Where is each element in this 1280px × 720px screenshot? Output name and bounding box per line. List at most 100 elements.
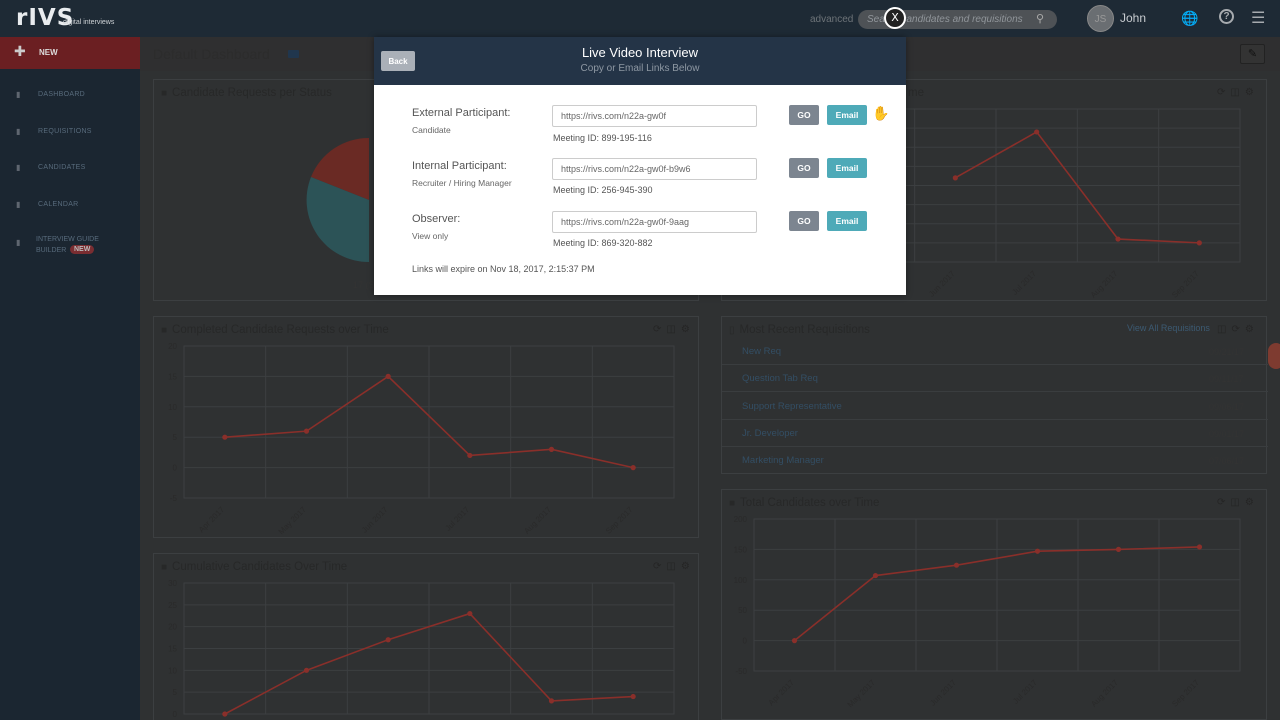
refresh-icon[interactable]: ⟳: [1217, 497, 1226, 508]
data-point[interactable]: [1034, 129, 1040, 135]
observer-go-button[interactable]: GO: [789, 211, 819, 231]
panel-title-text: Cumulative Candidates Over Time: [172, 561, 348, 573]
view-all-requisitions-link[interactable]: View All Requisitions: [1127, 323, 1210, 333]
observer-meeting-id: Meeting ID: 869-320-882: [553, 238, 653, 248]
gear-icon[interactable]: ⚙: [1244, 324, 1254, 335]
gear-icon[interactable]: ⚙: [680, 561, 690, 572]
y-tick-label: 10: [168, 666, 177, 675]
data-point[interactable]: [1196, 544, 1203, 550]
data-point[interactable]: [303, 428, 310, 434]
data-point[interactable]: [222, 711, 228, 717]
gear-icon[interactable]: ⚙: [1244, 87, 1254, 98]
internal-link-field[interactable]: [552, 158, 757, 180]
copy-icon[interactable]: ◫: [1217, 324, 1227, 335]
line-chart: 200 150 100 50 0 -50 Apr 2017 May 2017 Jun 2017 J…: [734, 515, 1241, 709]
modal-close-button[interactable]: X: [884, 7, 906, 29]
edit-dashboard-button[interactable]: ✎: [1240, 44, 1265, 64]
logo[interactable]: rIVS: [16, 5, 75, 31]
requisition-link[interactable]: Jr. Developer: [742, 427, 798, 439]
feedback-tab[interactable]: [1268, 343, 1280, 369]
panel-title-text: me: [908, 87, 924, 99]
data-point[interactable]: [1196, 240, 1202, 246]
sidebar-item-interview-guide-builder[interactable]: ▮ INTERVIEW GUIDE BUILDER NEW: [0, 234, 140, 264]
logo-subtitle: digital interviews: [63, 19, 115, 26]
globe-icon[interactable]: 🌐: [1181, 10, 1199, 26]
data-point[interactable]: [872, 572, 879, 579]
search-input[interactable]: [858, 10, 1057, 29]
sidebar-item-label: CALENDAR: [38, 201, 79, 208]
document-icon: ▮: [16, 127, 21, 136]
requisition-link[interactable]: Support Representative: [742, 400, 842, 412]
observer-email-button[interactable]: Email: [827, 211, 867, 231]
requisition-date: 09/01/17: [1209, 428, 1245, 439]
new-button[interactable]: ✚ NEW: [0, 37, 140, 69]
internal-email-button[interactable]: Email: [827, 158, 867, 178]
data-point[interactable]: [952, 175, 958, 181]
refresh-icon[interactable]: ⟳: [1231, 324, 1240, 335]
series-line: [224, 612, 634, 715]
y-tick-label: 100: [734, 576, 748, 585]
sidebar-item-label: INTERVIEW GUIDE: [36, 236, 99, 243]
refresh-icon[interactable]: ⟳: [653, 324, 662, 335]
gear-icon[interactable]: ⚙: [1244, 497, 1254, 508]
advanced-search-link[interactable]: advanced: [810, 14, 854, 25]
sidebar-item-dashboard[interactable]: ▮ DASHBOARD: [0, 87, 140, 107]
sidebar-item-candidates[interactable]: ▮ CANDIDATES: [0, 160, 140, 180]
users-icon: ■: [161, 88, 168, 99]
sidebar-item-calendar[interactable]: ▮ CALENDAR: [0, 197, 140, 217]
panel-title: ■ Cumulative Candidates Over Time: [161, 561, 347, 573]
data-point[interactable]: [385, 373, 391, 379]
refresh-icon[interactable]: ⟳: [653, 561, 662, 572]
sidebar-item-requisitions[interactable]: ▮ REQUISITIONS: [0, 124, 140, 144]
user-name[interactable]: John: [1120, 11, 1147, 25]
external-link-field[interactable]: [552, 105, 757, 127]
data-point[interactable]: [548, 446, 555, 452]
requisition-link[interactable]: Marketing Manager: [742, 455, 824, 467]
copy-icon[interactable]: ◫: [666, 561, 676, 572]
copy-icon[interactable]: ◫: [1230, 87, 1240, 98]
refresh-icon[interactable]: ⟳: [1217, 87, 1226, 98]
panel-recent-requisitions: ▯ Most Recent Requisitions View All Requi…: [721, 316, 1268, 474]
data-point[interactable]: [222, 434, 228, 440]
data-point[interactable]: [953, 562, 960, 568]
data-point[interactable]: [385, 637, 391, 643]
series-line: [793, 546, 1200, 642]
requisition-link[interactable]: Question Tab Req: [742, 373, 818, 385]
copy-icon[interactable]: ◫: [666, 324, 676, 335]
external-email-button[interactable]: Email: [827, 105, 867, 125]
y-tick-label: -50: [735, 667, 747, 676]
x-tick-label: Apr 2017: [197, 505, 227, 535]
users-icon: ■: [161, 562, 168, 573]
data-point[interactable]: [630, 693, 636, 700]
data-point[interactable]: [303, 667, 310, 673]
copy-icon[interactable]: ◫: [1230, 497, 1240, 508]
data-point[interactable]: [630, 465, 636, 471]
data-point[interactable]: [1034, 548, 1041, 554]
internal-go-button[interactable]: GO: [789, 158, 819, 178]
gear-icon[interactable]: ⚙: [680, 324, 690, 335]
panel-cumulative-candidates: ■ Cumulative Candidates Over Time ⟳ ◫ ⚙ 30 2…: [153, 553, 699, 720]
data-point[interactable]: [1115, 546, 1122, 552]
observer-link-field[interactable]: [552, 211, 757, 233]
external-go-button[interactable]: GO: [789, 105, 819, 125]
document-icon: ▯: [729, 325, 735, 336]
observer-role: View only: [412, 231, 449, 241]
data-point[interactable]: [467, 452, 473, 459]
requisition-link[interactable]: New Req: [742, 346, 782, 357]
dashboard-select-icon[interactable]: [288, 50, 299, 58]
back-button[interactable]: Back: [381, 51, 415, 71]
menu-icon[interactable]: ☰: [1251, 10, 1266, 27]
row-divider: [722, 418, 1268, 420]
search-icon[interactable]: ⚲: [1036, 13, 1045, 25]
avatar[interactable]: JS: [1087, 5, 1114, 32]
data-point[interactable]: [791, 638, 798, 644]
help-icon[interactable]: ?: [1219, 9, 1234, 24]
internal-participant-role: Recruiter / Hiring Manager: [412, 178, 512, 188]
guide-icon: ▮: [16, 238, 21, 247]
panel-total-candidates: ■ Total Candidates over Time ⟳ ◫ ⚙ 200 150 10…: [721, 489, 1267, 720]
data-point[interactable]: [467, 610, 473, 617]
data-point[interactable]: [548, 698, 555, 704]
sidebar-item-label: REQUISITIONS: [38, 128, 92, 135]
data-point[interactable]: [1115, 236, 1121, 242]
user-icon: ▮: [16, 163, 21, 172]
